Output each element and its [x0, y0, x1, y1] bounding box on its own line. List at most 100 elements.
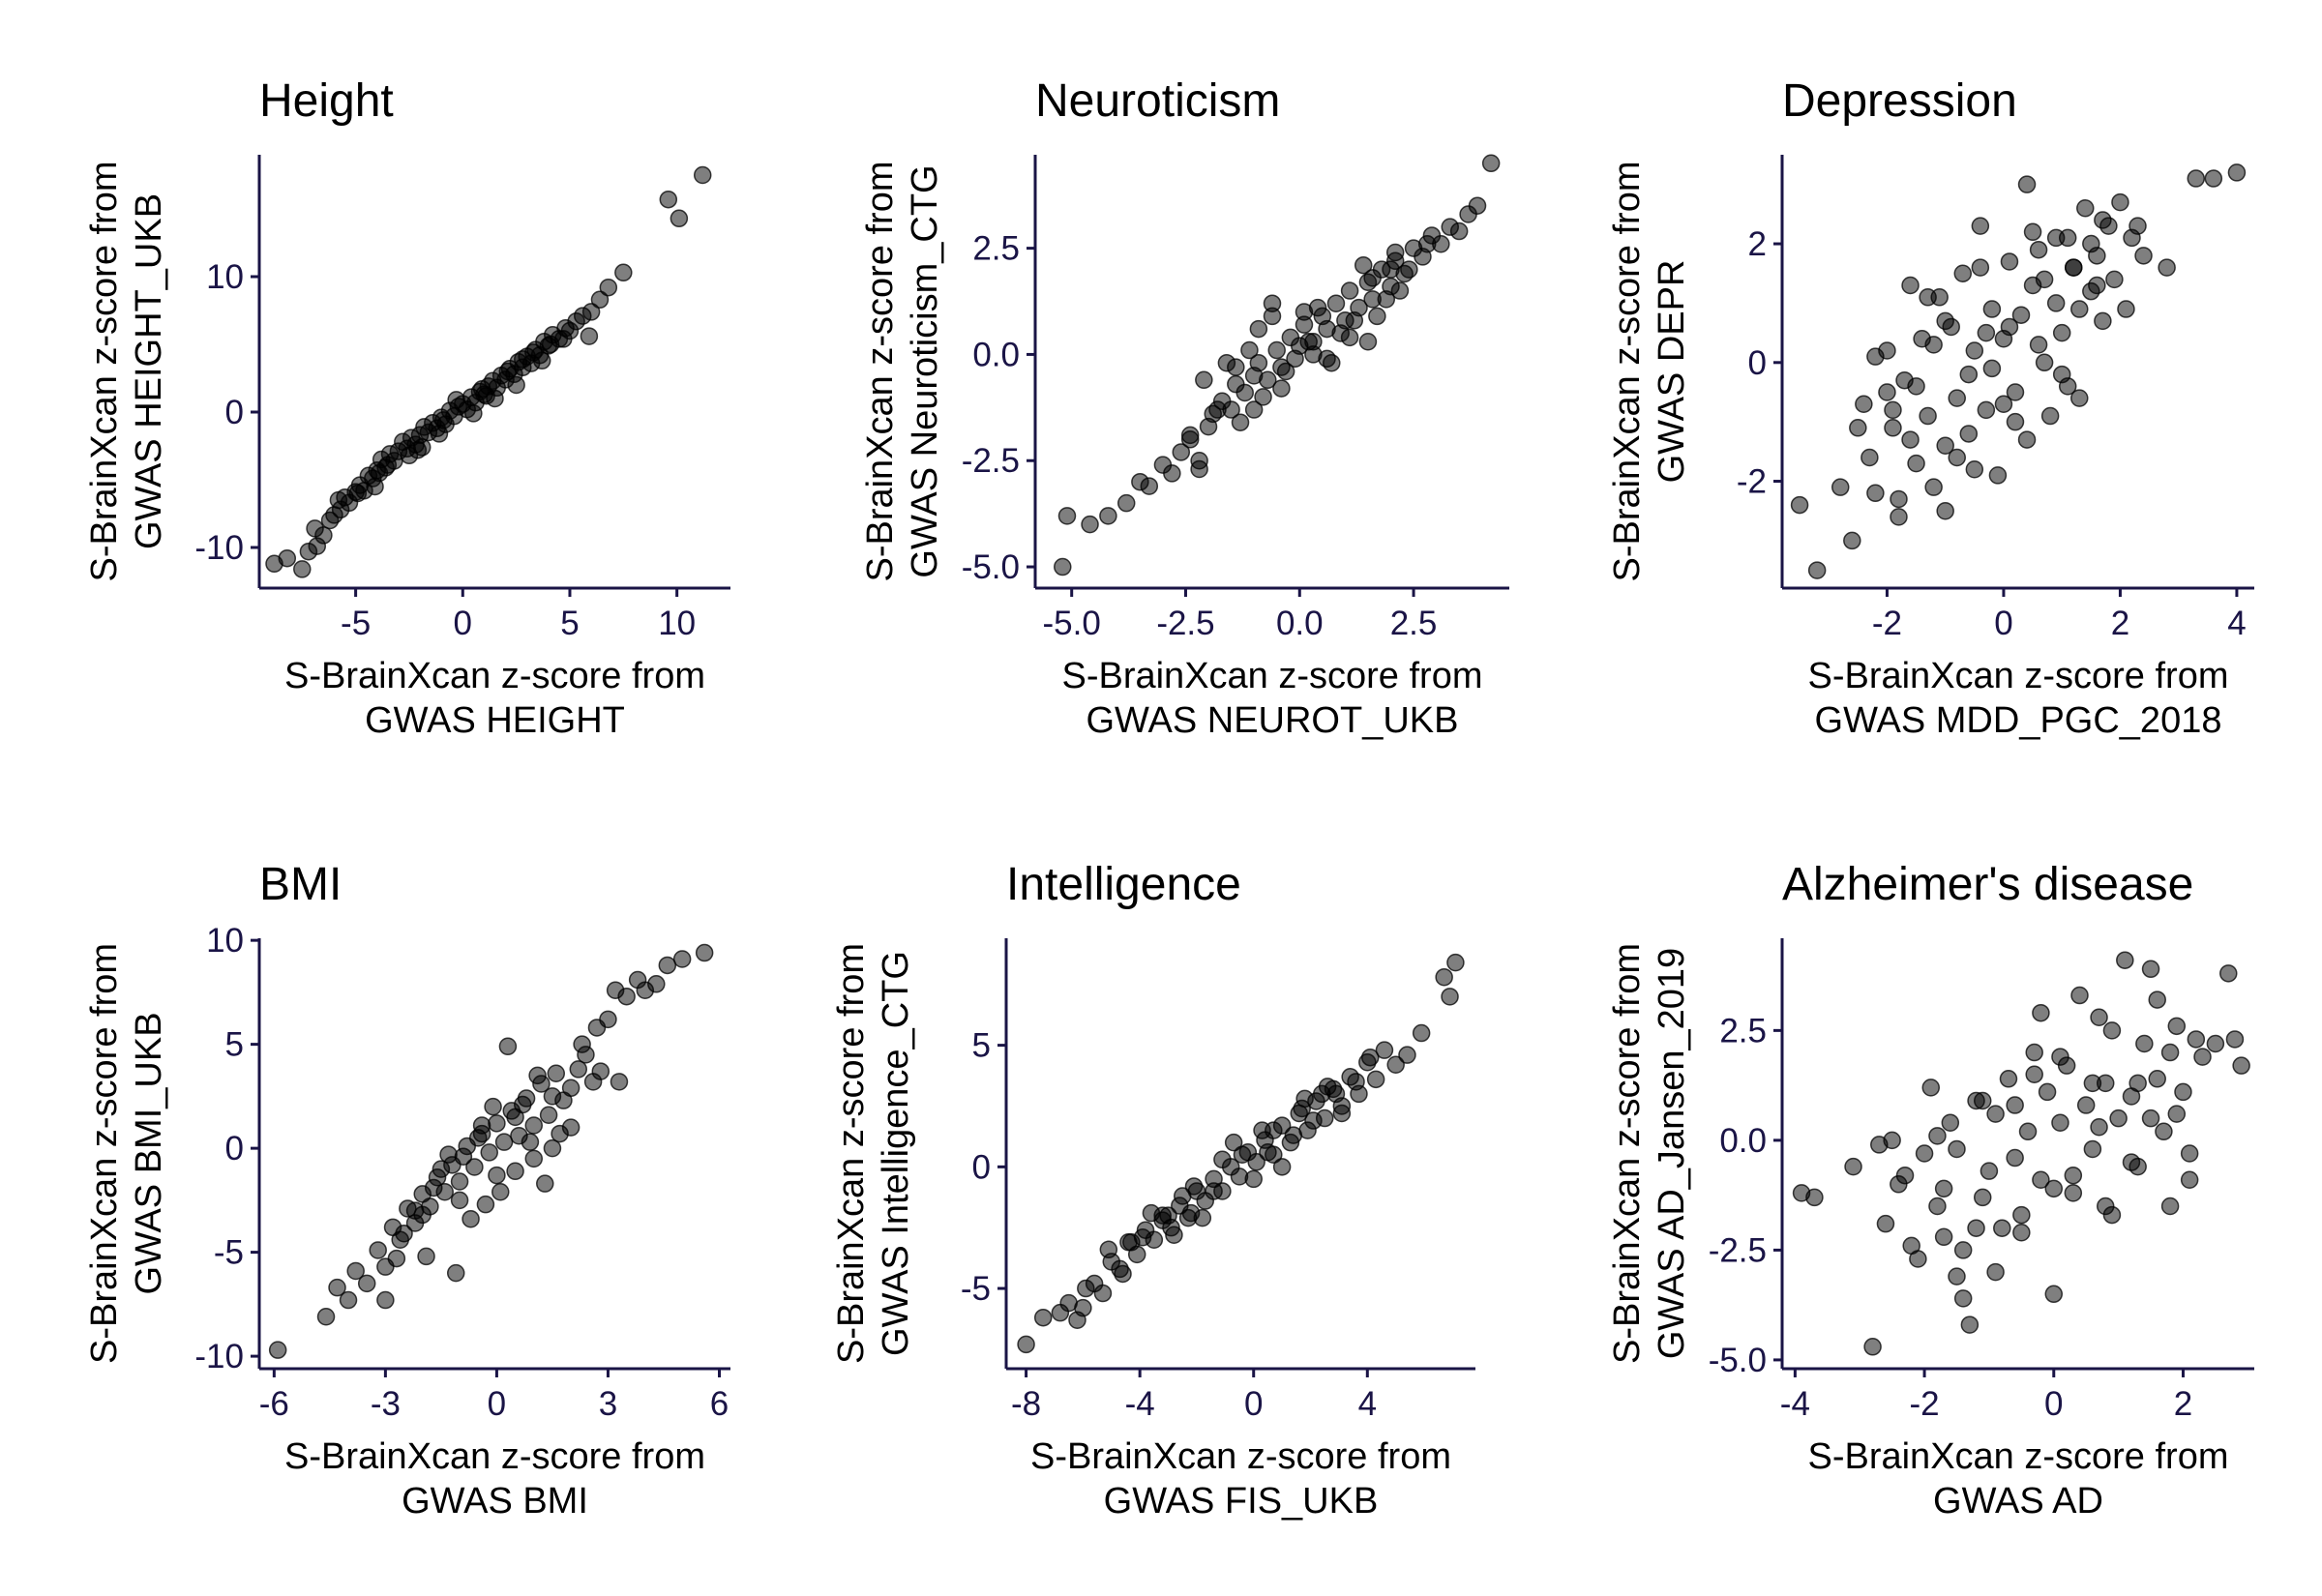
- data-point: [543, 1138, 562, 1158]
- data-point: [348, 484, 368, 503]
- data-point: [1385, 243, 1405, 262]
- data-point: [695, 943, 714, 962]
- data-point: [1284, 1126, 1303, 1144]
- data-point: [1173, 1187, 1192, 1205]
- data-point: [2070, 300, 2089, 318]
- data-point: [329, 490, 348, 510]
- y-axis-label: S-BrainXcan z-score from: [84, 943, 125, 1364]
- data-point: [1855, 395, 1873, 414]
- data-point: [536, 1174, 554, 1193]
- data-point: [1412, 1023, 1431, 1043]
- data-point: [1272, 379, 1291, 398]
- y-tick-label: -5: [961, 1270, 991, 1308]
- panel-title: Height: [259, 75, 394, 127]
- data-point: [514, 1095, 532, 1114]
- panel-title: Depression: [1782, 75, 2017, 127]
- data-point: [561, 1079, 580, 1098]
- data-point: [1363, 269, 1382, 287]
- data-point: [1231, 413, 1250, 431]
- y-tick-label: 2: [1748, 225, 1767, 263]
- data-point: [1936, 436, 1954, 455]
- data-point: [1033, 1308, 1053, 1327]
- data-point: [461, 1209, 480, 1228]
- data-point: [2227, 163, 2247, 182]
- data-point: [1959, 365, 1979, 384]
- data-point: [1907, 377, 1925, 396]
- data-point: [1017, 1335, 1035, 1354]
- data-point: [1936, 311, 1954, 331]
- data-point: [528, 1066, 547, 1085]
- data-point: [1244, 1169, 1263, 1189]
- x-axis-label: GWAS BMI: [402, 1481, 588, 1522]
- data-point: [1295, 1089, 1314, 1108]
- data-point: [1849, 419, 1867, 437]
- data-point: [1093, 1284, 1113, 1303]
- data-point: [2000, 252, 2019, 271]
- data-point: [547, 1064, 566, 1082]
- y-tick-label: 5: [972, 1027, 991, 1065]
- data-point: [1959, 425, 1979, 443]
- data-point: [369, 1241, 387, 1259]
- data-point: [2006, 1148, 2024, 1167]
- data-point: [2029, 336, 2048, 354]
- y-axis-label: S-BrainXcan z-score from: [1607, 161, 1648, 581]
- data-point: [1844, 1157, 1862, 1176]
- data-point: [1267, 340, 1286, 360]
- x-axis-label: S-BrainXcan z-score from: [284, 1436, 705, 1477]
- data-point: [1994, 395, 2013, 414]
- data-point: [2083, 1074, 2102, 1093]
- data-point: [524, 1116, 544, 1135]
- data-point: [1099, 507, 1117, 525]
- data-point: [400, 446, 419, 465]
- data-point: [1936, 501, 1954, 520]
- data-point: [2219, 964, 2238, 983]
- data-point: [1235, 383, 1254, 402]
- data-point: [2141, 960, 2160, 979]
- y-tick-label: -10: [194, 1338, 244, 1375]
- data-point: [647, 975, 666, 993]
- data-point: [539, 1106, 558, 1124]
- data-point: [1948, 389, 1966, 407]
- data-point: [1988, 466, 2008, 485]
- data-point: [1163, 464, 1181, 483]
- data-point: [1878, 383, 1896, 401]
- data-point: [1390, 281, 1410, 300]
- data-point: [1948, 448, 1966, 467]
- data-point: [2155, 1122, 2173, 1141]
- data-point: [2174, 1082, 2192, 1102]
- y-axis-label: GWAS Neuroticism_CTG: [905, 164, 945, 577]
- data-point: [693, 165, 712, 185]
- data-point: [1159, 1206, 1177, 1225]
- y-tick-label: 5: [225, 1026, 244, 1064]
- data-point: [659, 190, 678, 209]
- data-point: [581, 303, 601, 321]
- data-point: [2180, 1170, 2199, 1189]
- data-point: [2011, 306, 2031, 324]
- data-point: [387, 1249, 406, 1268]
- data-point: [2167, 1017, 2187, 1036]
- data-point: [1971, 258, 1990, 277]
- data-point: [2046, 228, 2066, 248]
- data-point: [2025, 1065, 2043, 1084]
- data-point: [1866, 484, 1885, 503]
- x-tick-label: -2: [1872, 605, 1902, 642]
- data-point: [2187, 1030, 2206, 1049]
- x-tick-label: 4: [1358, 1385, 1377, 1423]
- data-point: [1122, 1233, 1141, 1252]
- data-point: [346, 1261, 365, 1281]
- data-point: [476, 1195, 495, 1214]
- data-point: [1919, 288, 1937, 307]
- y-axis-label: GWAS HEIGHT_UKB: [129, 193, 169, 549]
- data-point: [1263, 294, 1282, 312]
- data-point: [2064, 1184, 2083, 1202]
- y-tick-label: -5: [214, 1234, 244, 1272]
- data-point: [1249, 319, 1268, 339]
- data-point: [2187, 169, 2206, 188]
- data-point: [1358, 333, 1378, 351]
- y-tick-label: 0.0: [972, 336, 1020, 373]
- data-point: [357, 1274, 376, 1293]
- data-point: [1934, 1179, 1953, 1198]
- y-tick-label: -2.5: [962, 442, 1020, 480]
- data-point: [1973, 1188, 1992, 1207]
- panel-title: BMI: [259, 859, 342, 910]
